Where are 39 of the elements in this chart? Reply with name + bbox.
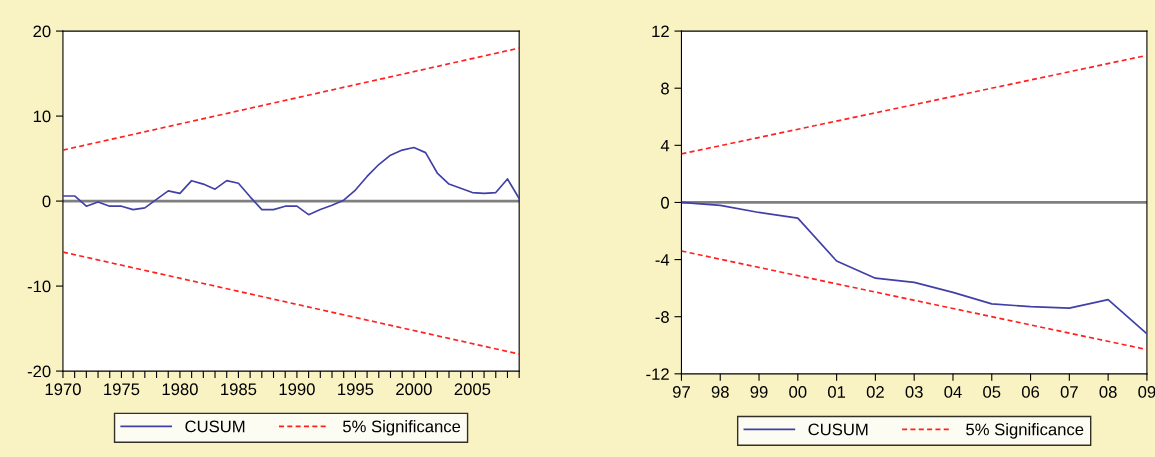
legend-label: 5% Significance [342,420,461,436]
y-tick-label: -4 [655,254,670,266]
x-tick-label: 1995 [338,383,374,396]
legend-label: CUSUM [185,420,245,433]
y-tick-label: -20 [27,365,51,378]
x-tick-label: 1970 [45,383,81,396]
y-tick-label: -12 [646,368,669,380]
x-tick-label: 99 [750,386,768,398]
line-series [681,201,1147,335]
y-tick-label: 0 [42,195,51,208]
x-tick-label: 1975 [104,383,140,396]
x-tick-label: 00 [789,386,807,398]
y-tick-label: 4 [660,139,670,152]
legend-label: CUSUM [808,423,868,436]
x-tick-label: 02 [866,386,884,398]
x-tick-label: 97 [672,386,690,398]
y-tick-label: 20 [33,25,51,38]
line-series [62,146,520,216]
y-tick-label: 12 [652,25,669,38]
x-tick-label: 09 [1138,386,1155,398]
x-tick-label: 98 [711,386,729,398]
x-tick-label: 04 [944,386,962,398]
y-tick-label: 8 [661,82,669,95]
x-tick-label: 1990 [279,383,315,396]
x-tick-label: 1980 [162,383,198,396]
x-tick-label: 06 [1021,386,1040,398]
legend-label: 5% Significance [966,423,1084,439]
x-tick-label: 05 [983,386,1001,398]
x-tick-label: 08 [1099,386,1117,398]
y-tick-label: -8 [655,311,669,323]
y-tick-label: 10 [33,110,51,123]
x-tick-label: 01 [827,386,846,398]
y-tick-label: 0 [661,196,669,209]
x-tick-label: 03 [905,386,923,398]
x-tick-label: 1985 [221,383,257,396]
x-tick-label: 07 [1060,386,1078,398]
x-tick-label: 2005 [454,383,491,396]
x-tick-label: 2000 [396,383,432,396]
y-tick-label: -10 [27,280,51,293]
